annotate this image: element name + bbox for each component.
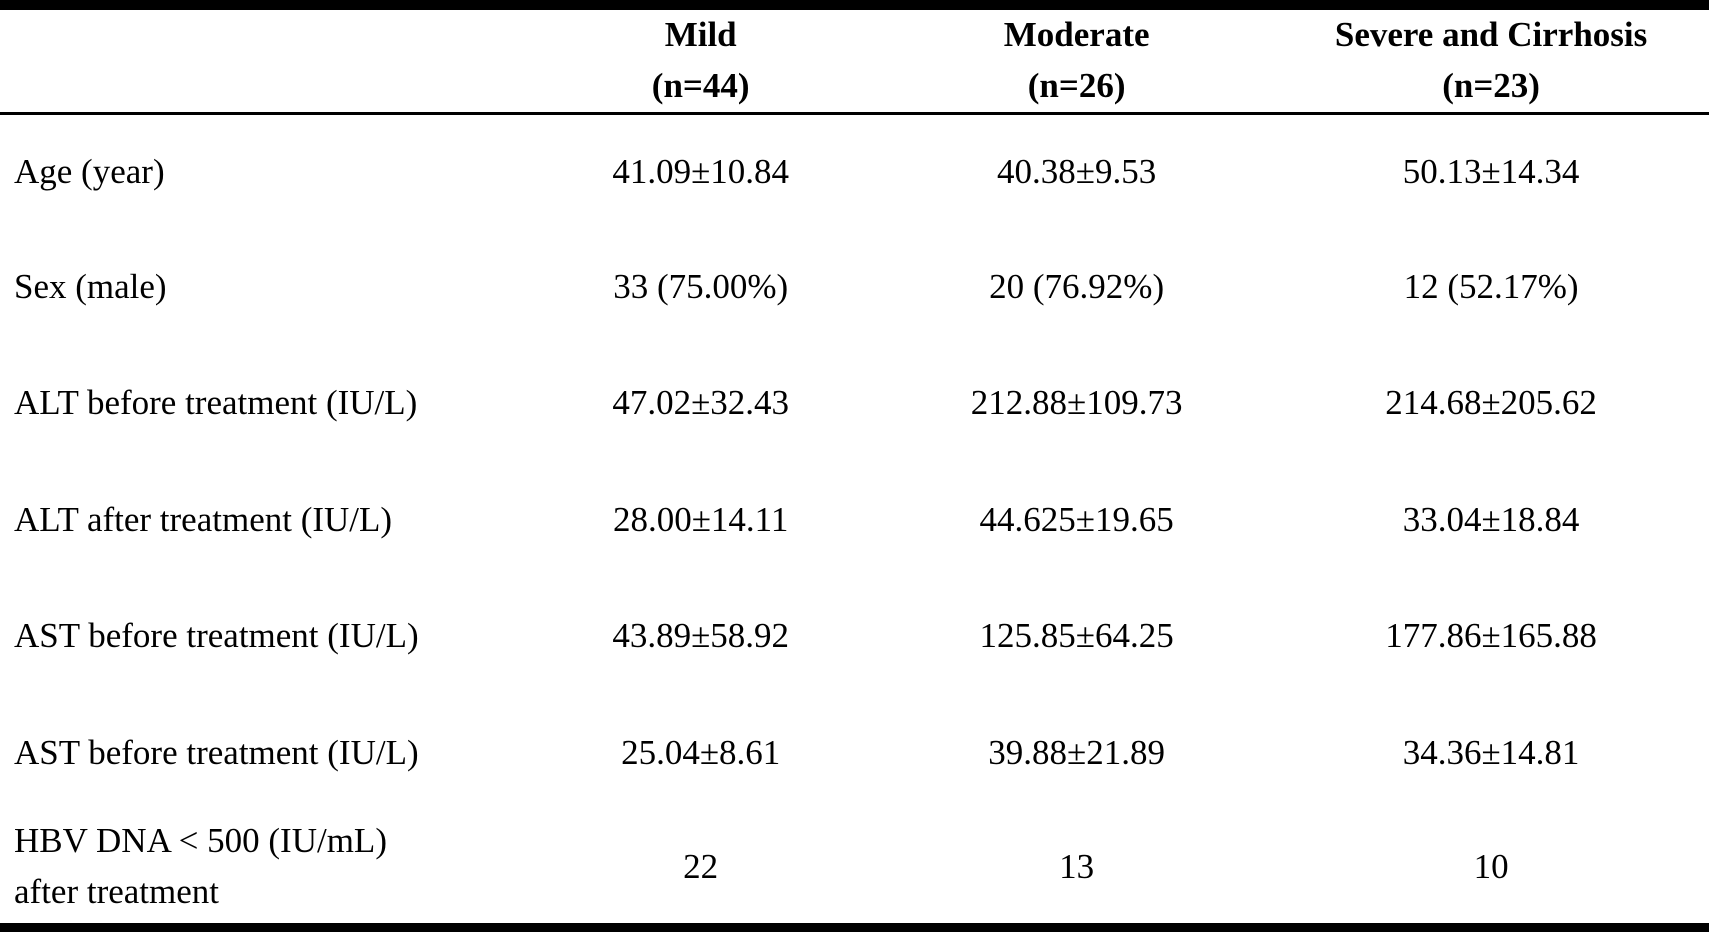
cell-sex-mild: 33 (75.00%) <box>613 267 789 307</box>
column-header-moderate: Moderate (n=26) <box>1003 15 1150 105</box>
cell-sex-moderate: 20 (76.92%) <box>989 267 1165 307</box>
column-header-empty <box>0 5 521 113</box>
cell-ast-before-2-severe: 34.36±14.81 <box>1402 732 1580 772</box>
table-row-sex: Sex (male) 33 (75.00%) 20 (76.92%) 12 (5… <box>0 229 1709 345</box>
table-row-ast-before: AST before treatment (IU/L) 43.89±58.92 … <box>0 578 1709 694</box>
cell-hbv-dna-moderate: 13 <box>1059 846 1095 886</box>
cell-alt-before-mild: 47.02±32.43 <box>612 383 790 423</box>
row-label-alt-after: ALT after treatment (IU/L) <box>14 499 393 539</box>
cell-ast-before-moderate: 125.85±64.25 <box>979 616 1174 656</box>
cell-hbv-dna-mild: 22 <box>683 846 719 886</box>
row-label-hbv-dna: HBV DNA < 500 (IU/mL) after treatment <box>14 821 387 912</box>
table-row-alt-after: ALT after treatment (IU/L) 28.00±14.11 4… <box>0 462 1709 578</box>
cell-alt-after-severe: 33.04±18.84 <box>1402 499 1580 539</box>
table-row-age: Age (year) 41.09±10.84 40.38±9.53 50.13±… <box>0 113 1709 229</box>
cell-hbv-dna-severe: 10 <box>1473 846 1509 886</box>
cell-sex-severe: 12 (52.17%) <box>1403 267 1579 307</box>
row-label-age: Age (year) <box>14 151 165 191</box>
cell-alt-before-moderate: 212.88±109.73 <box>970 383 1183 423</box>
cell-age-moderate: 40.38±9.53 <box>997 151 1157 191</box>
row-label-alt-before: ALT before treatment (IU/L) <box>14 383 418 423</box>
table-header-row: Mild (n=44) Moderate (n=26) Severe and C… <box>0 5 1709 113</box>
cell-ast-before-2-mild: 25.04±8.61 <box>621 732 781 772</box>
column-header-severe-cirrhosis: Severe and Cirrhosis (n=23) <box>1334 15 1648 105</box>
table-row-ast-before-2: AST before treatment (IU/L) 25.04±8.61 3… <box>0 695 1709 811</box>
cell-ast-before-2-moderate: 39.88±21.89 <box>988 732 1165 772</box>
row-label-ast-before-2: AST before treatment (IU/L) <box>14 732 419 772</box>
row-label-sex: Sex (male) <box>14 267 167 307</box>
table-row-alt-before: ALT before treatment (IU/L) 47.02±32.43 … <box>0 346 1709 462</box>
table-row-hbv-dna: HBV DNA < 500 (IU/mL) after treatment 22… <box>0 811 1709 927</box>
cell-age-mild: 41.09±10.84 <box>612 151 790 191</box>
cell-ast-before-severe: 177.86±165.88 <box>1385 616 1597 656</box>
cell-alt-after-mild: 28.00±14.11 <box>612 499 789 539</box>
cell-alt-before-severe: 214.68±205.62 <box>1385 383 1597 423</box>
cell-alt-after-moderate: 44.625±19.65 <box>979 499 1174 539</box>
cell-ast-before-mild: 43.89±58.92 <box>612 616 790 656</box>
column-header-mild: Mild (n=44) <box>651 15 750 105</box>
cell-age-severe: 50.13±14.34 <box>1402 151 1580 191</box>
row-label-ast-before: AST before treatment (IU/L) <box>14 616 419 656</box>
